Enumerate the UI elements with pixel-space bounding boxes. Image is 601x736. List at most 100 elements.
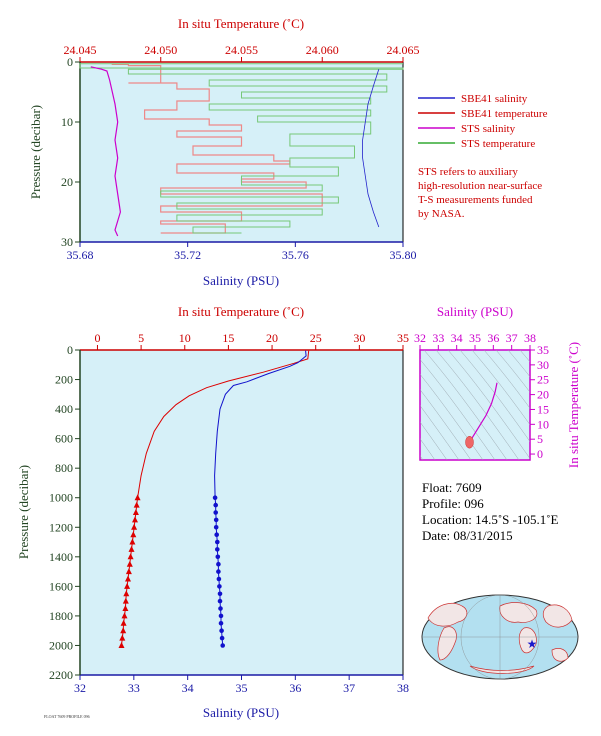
- ts-top-axis-tick-label: 37: [506, 331, 518, 345]
- near-surface-left-axis-tick-label: 0: [67, 55, 73, 69]
- ts-top-axis-title: Salinity (PSU): [437, 304, 513, 319]
- near-surface-left-axis-title: Pressure (decibar): [28, 105, 43, 199]
- legend-label-sts-temperature: STS temperature: [461, 138, 535, 150]
- series-line-salinity: [214, 350, 307, 498]
- full-profile-left-axis-tick-label: 2200: [49, 668, 73, 682]
- density-contour: [519, 350, 530, 363]
- ts-top-axis-tick-label: 38: [524, 331, 536, 345]
- salinity-marker: [216, 561, 221, 567]
- ts-deep-cluster: [465, 435, 474, 449]
- float-location: Location: 14.5˚S -105.1˚E: [422, 512, 559, 527]
- full-profile-top-axis-tick-label: 0: [94, 331, 100, 345]
- full-profile-bottom-axis-tick-label: 36: [289, 681, 301, 695]
- full-profile-top-axis-tick-label: 20: [266, 331, 278, 345]
- salinity-marker: [213, 510, 218, 515]
- salinity-marker: [212, 495, 218, 501]
- full-profile-left-axis-tick-label: 1800: [49, 609, 73, 623]
- sts-note-line-2: high-resolution near-surface: [418, 180, 542, 192]
- series-line-sts-temperature: [79, 63, 404, 234]
- salinity-marker: [216, 576, 222, 582]
- ts-density-contours: [420, 350, 530, 460]
- ts-right-axis-tick-label: 15: [537, 402, 549, 416]
- full-profile-bottom-axis-title: Salinity (PSU): [203, 705, 279, 720]
- full-profile-chart: 0 5 10 15 20 25 30 35 32 33 34 35 36 37 38 0 200 400 600 80…: [16, 304, 409, 720]
- full-profile-left-axis-tick-label: 200: [55, 373, 73, 387]
- temperature-marker: [123, 590, 130, 597]
- density-contour: [435, 350, 520, 460]
- full-profile-left-axis-title: Pressure (decibar): [16, 465, 31, 559]
- ts-right-axis-tick-label: 30: [537, 358, 549, 372]
- full-profile-left-axis-tick-label: 600: [55, 432, 73, 446]
- temperature-marker: [132, 509, 139, 515]
- salinity-marker: [213, 525, 219, 530]
- salinity-marker: [220, 643, 225, 648]
- sts-note-line-4: by NASA.: [418, 208, 465, 220]
- full-profile-left-axis-tick-label: 1000: [49, 491, 73, 505]
- sts-note: STS refers to auxiliary high-resolution …: [418, 166, 542, 220]
- ts-right-axis-tick-label: 35: [537, 343, 549, 357]
- float-info: Float: 7609 Profile: 096 Location: 14.5˚…: [422, 480, 559, 543]
- world-map-graticule: [422, 594, 578, 680]
- full-profile-bottom-axis-tick-label: 33: [128, 681, 140, 695]
- density-contour: [420, 373, 484, 460]
- legend-item-sts-salinity: STS salinity: [418, 123, 516, 135]
- full-profile-left-axis-tick-label: 1400: [49, 550, 73, 564]
- salinity-marker: [217, 584, 222, 589]
- temperature-marker: [120, 619, 127, 626]
- full-profile-plot-area: [79, 349, 404, 676]
- temperature-marker: [118, 642, 125, 648]
- legend-label-sbe41-temperature: SBE41 temperature: [461, 108, 548, 120]
- legend-label-sts-salinity: STS salinity: [461, 123, 516, 135]
- salinity-marker: [215, 554, 221, 560]
- full-profile-top-axis-tick-label: 25: [310, 331, 322, 345]
- salinity-marker: [215, 547, 220, 552]
- density-contour: [420, 405, 460, 460]
- near-surface-chart: 24.045 24.050 24.055 24.060 24.065 35.68 35.72…: [28, 16, 548, 288]
- full-profile-top-axis-tick-label: 5: [138, 331, 144, 345]
- temperature-marker: [128, 545, 135, 552]
- ts-top-axis-tick-label: 32: [414, 331, 426, 345]
- salinity-marker: [213, 502, 218, 508]
- legend-item-sbe41-salinity: SBE41 salinity: [418, 93, 528, 105]
- salinity-marker: [213, 517, 219, 523]
- legend-label-sbe41-salinity: SBE41 salinity: [461, 93, 528, 105]
- salinity-marker: [218, 613, 224, 619]
- world-map: ★: [421, 594, 579, 680]
- ts-plot-area: [419, 349, 531, 461]
- temperature-marker: [119, 634, 126, 641]
- salinity-marker: [216, 569, 221, 574]
- ts-right-axis-tick-label: 0: [537, 447, 543, 461]
- near-surface-top-axis-title: In situ Temperature (˚C): [178, 16, 304, 31]
- ts-right-axis-tick-label: 25: [537, 373, 549, 387]
- full-profile-bottom-axis-tick-label: 37: [343, 681, 355, 695]
- temperature-marker: [131, 523, 138, 530]
- near-surface-bottom-axis-tick-label: 35.76: [282, 248, 309, 262]
- ts-top-axis-tick-label: 33: [432, 331, 444, 345]
- salinity-marker: [218, 621, 224, 626]
- ts-top-axis-tick-label: 35: [469, 331, 481, 345]
- temperature-marker: [129, 538, 136, 545]
- world-map-land: [427, 602, 573, 674]
- density-contour: [423, 350, 508, 460]
- density-contour: [420, 421, 448, 460]
- near-surface-legend: SBE41 salinity SBE41 temperature STS sal…: [418, 93, 548, 150]
- salinity-marker: [217, 598, 223, 604]
- ts-right-axis-title: In situ Temperature (˚C): [566, 342, 581, 468]
- temperature-marker: [120, 627, 127, 634]
- salinity-marker: [215, 539, 220, 545]
- density-contour: [471, 350, 530, 426]
- legend-item-sbe41-temperature: SBE41 temperature: [418, 108, 548, 120]
- near-surface-top-axis-tick-label: 24.055: [225, 43, 258, 57]
- sts-note-line-3: T-S measurements funded: [418, 194, 533, 206]
- near-surface-bottom-axis-title: Salinity (PSU): [203, 273, 279, 288]
- float-position-star-icon: ★: [527, 637, 538, 651]
- near-surface-top-axis-tick-label: 24.045: [64, 43, 97, 57]
- full-profile-left-axis-tick-label: 400: [55, 402, 73, 416]
- full-profile-bottom-axis-tick-label: 38: [397, 681, 409, 695]
- temperature-marker: [126, 560, 133, 567]
- full-profile-top-axis-tick-label: 15: [222, 331, 234, 345]
- near-surface-left-axis-tick-label: 20: [61, 175, 73, 189]
- near-surface-top-axis-tick-label: 24.050: [144, 43, 177, 57]
- ts-right-axis-tick-label: 10: [537, 417, 549, 431]
